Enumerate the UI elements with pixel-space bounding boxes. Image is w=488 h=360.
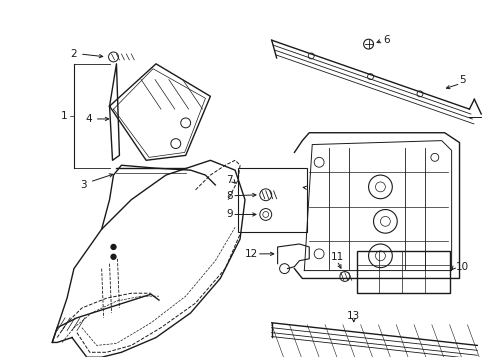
Circle shape [111,254,116,259]
Text: 13: 13 [346,311,360,321]
Text: 5: 5 [459,75,465,85]
Bar [238,168,306,232]
Text: 7: 7 [226,175,233,185]
Text: 10: 10 [455,262,468,272]
Text: 11: 11 [329,252,343,262]
Text: 9: 9 [226,210,233,220]
Text: 12: 12 [244,249,257,259]
Text: 6: 6 [383,35,389,45]
Bar [356,251,449,293]
Text: 3: 3 [80,180,87,190]
Text: 1: 1 [61,111,67,121]
Text: 8: 8 [226,191,233,201]
Text: 2: 2 [70,49,77,59]
Text: 4: 4 [85,114,92,124]
Circle shape [111,244,116,249]
